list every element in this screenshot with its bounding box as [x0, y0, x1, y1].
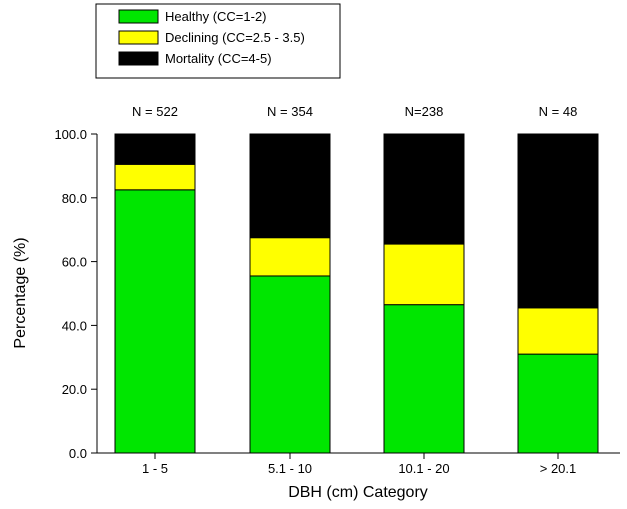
bar-segment [114, 163, 196, 191]
y-tick-label: 20.0 [62, 382, 87, 397]
y-tick-label: 100.0 [54, 127, 87, 142]
x-ticks: 1 - 5 5.1 - 10 10.1 - 20 > 20.1 [142, 453, 576, 476]
sample-size-label: N = 522 [132, 104, 178, 119]
y-ticks: 0.0 20.0 40.0 60.0 80.0 100.0 [54, 127, 97, 461]
bar-segment [383, 133, 465, 245]
bar-segment [114, 189, 196, 454]
sample-size-label: N = 354 [267, 104, 313, 119]
bars [114, 133, 599, 454]
sample-size-labels: N = 522 N = 354 N=238 N = 48 [132, 104, 577, 119]
bar-segment [517, 353, 599, 454]
bar-segment [383, 304, 465, 454]
y-tick-label: 60.0 [62, 255, 87, 270]
x-tick-label: > 20.1 [540, 461, 577, 476]
bar-segment [517, 307, 599, 355]
legend-label: Declining (CC=2.5 - 3.5) [165, 30, 305, 45]
y-axis-label: Percentage (%) [12, 237, 29, 348]
bar-segment [249, 237, 331, 277]
y-tick-label: 0.0 [69, 446, 87, 461]
legend-swatch [118, 51, 159, 66]
x-tick-label: 1 - 5 [142, 461, 168, 476]
y-tick-label: 80.0 [62, 191, 87, 206]
legend-label: Mortality (CC=4-5) [165, 51, 272, 66]
x-axis-label: DBH (cm) Category [288, 484, 428, 501]
legend-swatch [118, 9, 159, 24]
sample-size-label: N = 48 [539, 104, 578, 119]
bar-segment [517, 133, 599, 309]
axes [96, 134, 620, 454]
legend-swatch [118, 30, 159, 45]
legend: Healthy (CC=1-2) Declining (CC=2.5 - 3.5)… [95, 3, 341, 79]
bar-segment [249, 133, 331, 239]
bar-segment [114, 133, 196, 165]
x-tick-label: 5.1 - 10 [268, 461, 312, 476]
bar-segment [249, 275, 331, 454]
x-tick-label: 10.1 - 20 [398, 461, 449, 476]
bar-segment [383, 243, 465, 306]
y-tick-label: 40.0 [62, 318, 87, 333]
sample-size-label: N=238 [405, 104, 444, 119]
legend-label: Healthy (CC=1-2) [165, 9, 267, 24]
